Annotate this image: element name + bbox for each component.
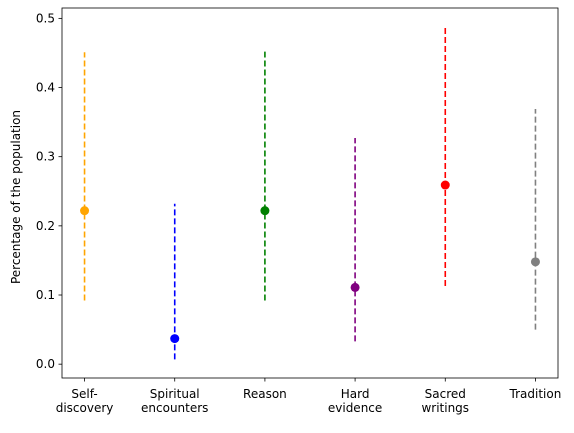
y-tick-label: 0.2 (36, 219, 55, 233)
x-axis: Self-discovery Spiritual encounters Reason H… (56, 378, 562, 415)
x-tick-label-line: Self- (71, 387, 97, 401)
x-tick-label: Hard evidence (328, 387, 382, 415)
y-axis: 0.0 0.1 0.2 0.3 0.4 0.5 (36, 11, 62, 371)
x-tick-label-line: writings (421, 401, 469, 415)
data-point (260, 206, 270, 216)
plot-area (61, 7, 559, 379)
data-point (80, 206, 90, 216)
y-tick-label: 0.5 (36, 11, 55, 25)
x-tick-label-line: discovery (56, 401, 114, 415)
x-tick-label-line: evidence (328, 401, 382, 415)
y-tick-label: 0.0 (36, 357, 55, 371)
x-tick-label: Tradition (509, 387, 562, 401)
x-tick-label-line: Reason (243, 387, 287, 401)
y-tick-label: 0.3 (36, 150, 55, 164)
x-tick-label-line: Tradition (509, 387, 562, 401)
data-point (530, 257, 540, 267)
data-point (350, 282, 360, 292)
x-tick-label: Self-discovery (56, 387, 114, 415)
x-tick-label: Reason (243, 387, 287, 401)
series (80, 25, 540, 360)
x-tick-label-line: Hard (341, 387, 370, 401)
x-tick-label-line: encounters (141, 401, 208, 415)
y-tick-label: 0.1 (36, 288, 55, 302)
x-tick-label: Spiritual encounters (141, 387, 208, 415)
data-point (440, 180, 450, 190)
y-axis-label: Percentage of the population (9, 110, 23, 284)
data-point (170, 334, 180, 344)
x-tick-label: Sacred writings (421, 387, 469, 415)
x-tick-label-line: Sacred (425, 387, 466, 401)
x-tick-label-line: Spiritual (150, 387, 200, 401)
y-tick-label: 0.4 (36, 81, 55, 95)
